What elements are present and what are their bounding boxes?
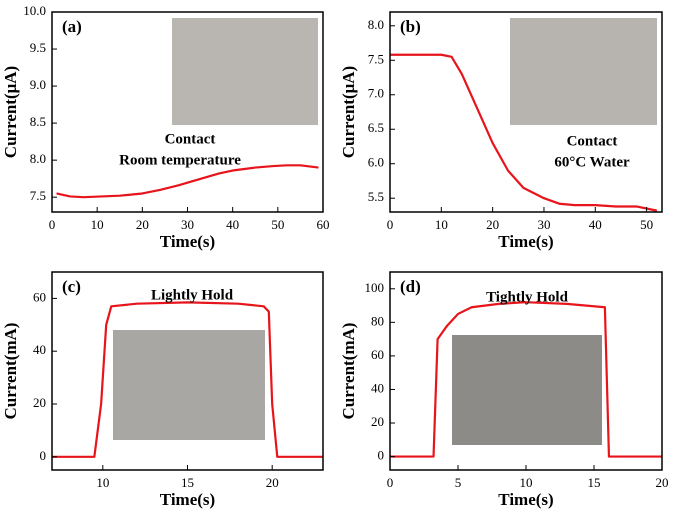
x-tick-label: 15 xyxy=(181,475,194,490)
y-tick-label: 60 xyxy=(371,347,384,362)
y-tick-label: 8.0 xyxy=(30,151,46,166)
y-tick-label: 100 xyxy=(365,280,385,295)
y-axis-title: Current(mA) xyxy=(339,323,358,420)
y-tick-label: 0 xyxy=(40,448,47,463)
x-axis-title: Time(s) xyxy=(498,490,553,509)
y-axis-title: Current(μA) xyxy=(339,66,358,158)
y-tick-label: 7.5 xyxy=(368,51,384,66)
x-tick-label: 10 xyxy=(91,217,104,232)
y-tick-label: 5.5 xyxy=(368,189,384,204)
data-line xyxy=(390,301,662,458)
photo-inset xyxy=(172,18,318,125)
y-tick-label: 8.0 xyxy=(368,17,384,32)
y-tick-label: 6.5 xyxy=(368,120,384,135)
y-tick-label: 7.0 xyxy=(368,86,384,101)
x-tick-label: 50 xyxy=(640,217,653,232)
x-tick-label: 5 xyxy=(455,475,462,490)
photo-inset xyxy=(452,335,602,445)
panel-label: (a) xyxy=(62,17,82,36)
annotation: Contact xyxy=(567,133,618,149)
data-line xyxy=(56,164,319,199)
y-tick-label: 8.5 xyxy=(30,114,46,129)
x-tick-label: 40 xyxy=(589,217,602,232)
panel-label: (c) xyxy=(62,277,81,296)
x-tick-label: 60 xyxy=(317,217,330,232)
x-axis-title: Time(s) xyxy=(160,232,215,251)
x-tick-label: 20 xyxy=(136,217,149,232)
y-tick-label: 0 xyxy=(378,448,385,463)
x-axis-title: Time(s) xyxy=(160,490,215,509)
annotation: Lightly Hold xyxy=(151,287,234,303)
data-line xyxy=(52,301,323,458)
x-tick-label: 20 xyxy=(486,217,499,232)
y-tick-label: 9.0 xyxy=(30,77,46,92)
x-tick-label: 40 xyxy=(226,217,239,232)
x-tick-label: 30 xyxy=(537,217,550,232)
x-tick-label: 10 xyxy=(520,475,533,490)
data-line xyxy=(390,53,658,212)
x-tick-label: 10 xyxy=(96,475,109,490)
panel-label: (d) xyxy=(400,277,421,296)
y-axis-title: Current(μA) xyxy=(1,66,20,158)
x-tick-label: 20 xyxy=(266,475,279,490)
annotation: 60°C Water xyxy=(554,154,630,170)
x-tick-label: 15 xyxy=(588,475,601,490)
photo-inset xyxy=(113,330,265,440)
y-tick-label: 60 xyxy=(33,289,46,304)
plot-frame xyxy=(389,11,663,213)
x-tick-label: 10 xyxy=(435,217,448,232)
x-axis-title: Time(s) xyxy=(498,232,553,251)
x-tick-label: 20 xyxy=(656,475,669,490)
y-tick-label: 80 xyxy=(371,313,384,328)
x-tick-label: 50 xyxy=(271,217,284,232)
annotation: Tightly Hold xyxy=(486,289,568,305)
y-axis-title: Current(mA) xyxy=(1,323,20,420)
y-tick-label: 10.0 xyxy=(23,3,46,18)
x-tick-label: 0 xyxy=(387,217,394,232)
y-tick-label: 9.5 xyxy=(30,40,46,55)
y-tick-label: 6.0 xyxy=(368,155,384,170)
y-tick-label: 7.5 xyxy=(30,188,46,203)
y-tick-label: 40 xyxy=(33,342,46,357)
y-tick-label: 40 xyxy=(371,380,384,395)
annotation: Contact xyxy=(165,131,216,147)
photo-inset xyxy=(510,18,657,125)
annotation: Room temperature xyxy=(119,152,241,168)
y-tick-label: 20 xyxy=(33,395,46,410)
panel-label: (b) xyxy=(400,17,421,36)
x-tick-label: 0 xyxy=(387,475,394,490)
x-tick-label: 30 xyxy=(181,217,194,232)
y-tick-label: 20 xyxy=(371,414,384,429)
x-tick-label: 0 xyxy=(49,217,56,232)
